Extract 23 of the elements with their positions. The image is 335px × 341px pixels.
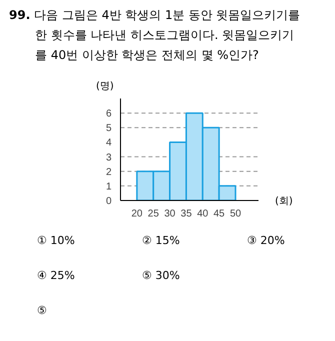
x-tick-label: 25 xyxy=(148,208,160,220)
y-tick-label: 0 xyxy=(106,196,112,207)
x-tick-label: 20 xyxy=(131,208,143,220)
x-axis-title: (회) xyxy=(275,196,293,207)
y-tick-label: 4 xyxy=(106,138,112,149)
y-tick-label: 1 xyxy=(106,181,112,192)
text: ① 10% xyxy=(37,234,75,247)
chart-title: 99. 다음 그림은 4반 학생의 1분 동안 윗몸일으키기를 한 횟수를 나타낸 히스토그램이다. 윗몸일으키기를 40번 이상한 학생은 전체의 몇 %인가? xyxy=(8,7,302,64)
text: ③ 20% xyxy=(247,234,285,247)
y-tick-label: 3 xyxy=(106,152,112,164)
text: ④ 25% xyxy=(37,269,75,282)
x-tick-label: 45 xyxy=(214,208,226,220)
y-tick-label: 6 xyxy=(106,108,112,120)
y-tick-label: 5 xyxy=(106,123,112,134)
x-tick-label: 35 xyxy=(180,208,192,220)
x-tick-label: 40 xyxy=(197,208,209,220)
text: ⑤ xyxy=(37,304,47,317)
x-tick-label: 50 xyxy=(230,208,242,220)
y-axis-title: (명) xyxy=(96,81,114,92)
x-tick-label: 30 xyxy=(164,208,176,220)
text: ⑤ 30% xyxy=(142,269,180,282)
y-tick-label: 2 xyxy=(106,166,112,178)
text: ② 15% xyxy=(142,234,180,247)
